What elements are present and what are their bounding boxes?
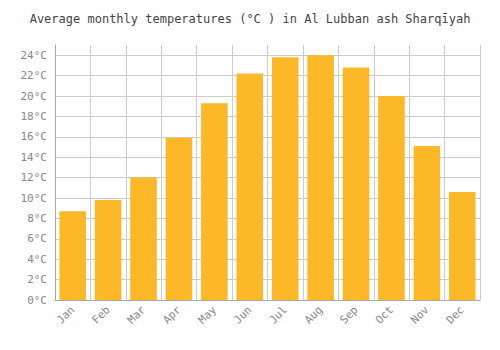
svg-text:0°C: 0°C — [27, 294, 47, 307]
svg-text:14°C: 14°C — [21, 151, 48, 164]
svg-text:Jan: Jan — [54, 303, 77, 326]
svg-text:20°C: 20°C — [21, 90, 48, 103]
svg-text:16°C: 16°C — [21, 130, 48, 143]
svg-text:Jun: Jun — [231, 303, 254, 326]
svg-text:2°C: 2°C — [27, 273, 47, 286]
svg-text:Dec: Dec — [444, 303, 467, 326]
svg-text:22°C: 22°C — [21, 69, 48, 82]
svg-text:Feb: Feb — [89, 303, 112, 326]
svg-text:18°C: 18°C — [21, 110, 48, 123]
svg-text:Mar: Mar — [125, 303, 148, 326]
svg-text:4°C: 4°C — [27, 253, 47, 266]
svg-text:May: May — [196, 303, 219, 326]
svg-text:Oct: Oct — [373, 303, 396, 326]
svg-text:Nov: Nov — [408, 303, 431, 326]
svg-text:Average monthly temperatures (: Average monthly temperatures (°C ) in Al… — [30, 12, 471, 26]
svg-text:8°C: 8°C — [27, 212, 47, 225]
svg-text:Sep: Sep — [337, 303, 360, 326]
svg-text:Jul: Jul — [267, 303, 290, 326]
svg-text:24°C: 24°C — [21, 49, 48, 62]
svg-text:6°C: 6°C — [27, 232, 47, 245]
svg-text:Aug: Aug — [302, 303, 325, 326]
svg-text:Apr: Apr — [160, 303, 183, 326]
svg-text:12°C: 12°C — [21, 171, 48, 184]
svg-text:10°C: 10°C — [21, 192, 48, 205]
